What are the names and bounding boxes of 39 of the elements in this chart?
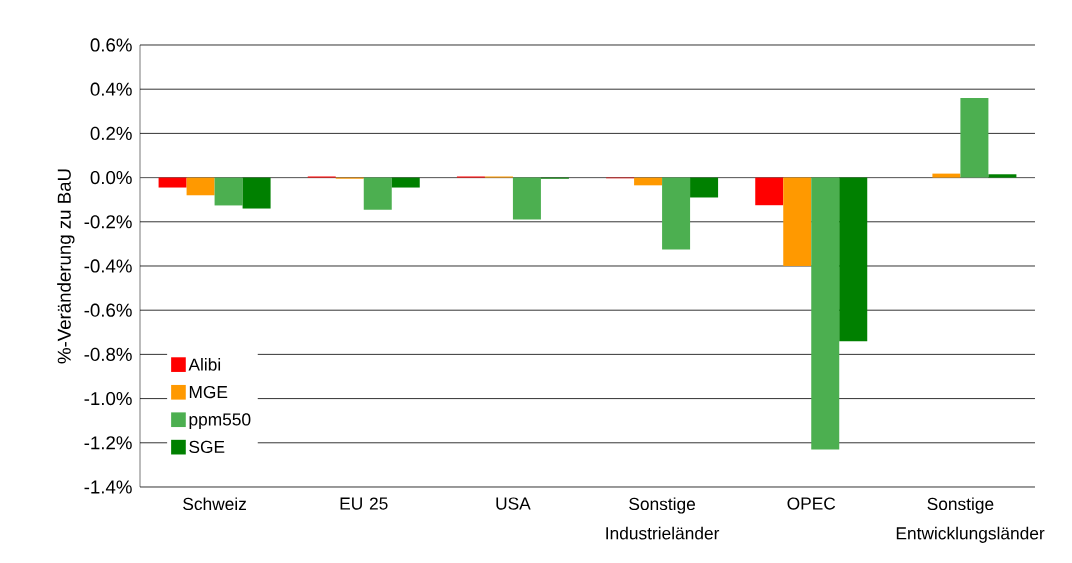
y-tick-label: 0.0% xyxy=(90,170,132,185)
y-tick-label: -0.2% xyxy=(84,215,132,229)
x-tick-label: USA xyxy=(496,497,531,510)
bar xyxy=(932,173,961,178)
x-tick-label: Sonstige Entwicklungsländer xyxy=(896,497,1045,543)
bar xyxy=(662,177,691,250)
bar xyxy=(512,177,541,220)
x-tick-label: OPEC xyxy=(787,497,836,510)
y-tick-label: -0.6% xyxy=(84,303,132,317)
y-axis-title: %-Veränderung zu BaU xyxy=(57,169,75,364)
x-tick-label: Sonstige Industrieländer xyxy=(606,497,720,540)
bar xyxy=(811,177,840,450)
y-tick-label: 0.6% xyxy=(90,38,132,52)
bar xyxy=(158,177,187,188)
bar xyxy=(242,177,271,209)
x-tick-label: Schweiz xyxy=(183,497,246,511)
y-tick-label: -1.2% xyxy=(84,436,132,450)
bar xyxy=(960,98,989,178)
legend-label: ppm550 xyxy=(189,413,251,430)
bar xyxy=(634,177,663,186)
y-tick-label: -0.4% xyxy=(84,259,132,273)
bar xyxy=(214,177,243,206)
legend-label: Alibi xyxy=(188,357,221,371)
bar xyxy=(186,177,215,196)
bar xyxy=(988,174,1017,178)
legend-label: SGE xyxy=(189,440,225,454)
y-tick-label: 0.2% xyxy=(90,126,132,141)
bar xyxy=(783,177,812,266)
y-tick-label: -1.4% xyxy=(84,480,132,494)
y-tick-label: -0.8% xyxy=(84,347,132,361)
bar xyxy=(391,177,420,188)
bar xyxy=(839,177,868,342)
legend-label: MGE xyxy=(189,385,228,399)
x-tick-label: EU 25 xyxy=(340,497,388,510)
bar xyxy=(755,177,784,206)
y-tick-label: 0.4% xyxy=(90,82,132,96)
bar xyxy=(363,177,392,210)
bar xyxy=(690,177,719,198)
y-tick-label: -1.0% xyxy=(84,391,132,406)
